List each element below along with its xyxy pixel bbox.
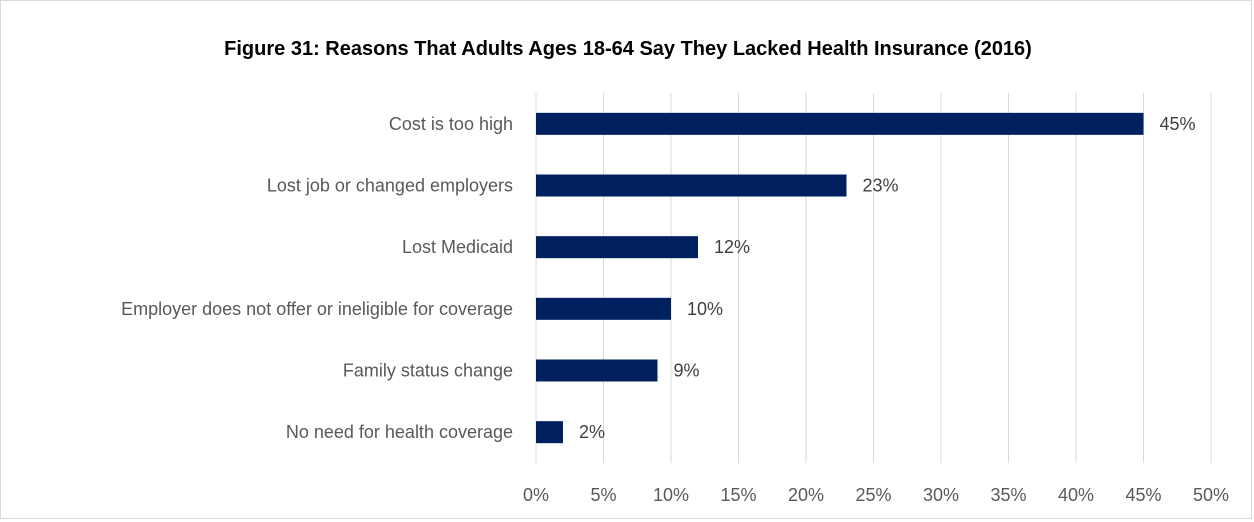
bar xyxy=(536,174,847,197)
data-label: 45% xyxy=(1160,114,1196,134)
x-tick-label: 15% xyxy=(720,485,756,505)
x-tick-label: 0% xyxy=(523,485,549,505)
category-label: Cost is too high xyxy=(389,114,513,134)
x-tick-label: 20% xyxy=(788,485,824,505)
data-label: 23% xyxy=(863,176,899,196)
bar xyxy=(536,421,563,444)
data-labels: 45% 23% 12% 10% 9% 2% xyxy=(579,114,1196,442)
bar xyxy=(536,297,671,320)
bar xyxy=(536,359,658,382)
data-label: 10% xyxy=(687,299,723,319)
data-label: 2% xyxy=(579,422,605,442)
data-label: 9% xyxy=(674,361,700,381)
category-label: Employer does not offer or ineligible fo… xyxy=(121,299,513,319)
x-tick-label: 30% xyxy=(923,485,959,505)
x-axis-tick-labels: 0% 5% 10% 15% 20% 25% 30% 35% 40% 45% 50% xyxy=(523,485,1229,505)
x-tick-label: 35% xyxy=(990,485,1026,505)
x-tick-label: 50% xyxy=(1193,485,1229,505)
category-label: Lost Medicaid xyxy=(402,237,513,257)
data-label: 12% xyxy=(714,237,750,257)
bar xyxy=(536,236,698,259)
bars xyxy=(536,112,1144,444)
bar xyxy=(536,112,1144,135)
category-label: Family status change xyxy=(343,361,513,381)
x-tick-label: 10% xyxy=(653,485,689,505)
x-tick-label: 40% xyxy=(1058,485,1094,505)
x-tick-label: 25% xyxy=(855,485,891,505)
category-labels: Cost is too high Lost job or changed empl… xyxy=(121,114,513,442)
x-tick-label: 5% xyxy=(590,485,616,505)
gridlines xyxy=(535,93,1212,463)
category-label: Lost job or changed employers xyxy=(267,176,513,196)
chart-title: Figure 31: Reasons That Adults Ages 18-6… xyxy=(224,38,1032,60)
x-tick-label: 45% xyxy=(1125,485,1161,505)
category-label: No need for health coverage xyxy=(286,422,513,442)
